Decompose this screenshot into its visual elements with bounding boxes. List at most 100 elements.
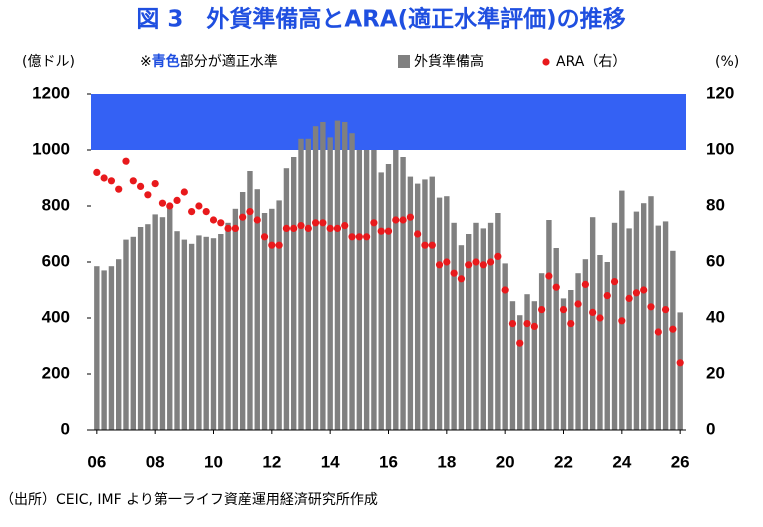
dot bbox=[151, 180, 159, 188]
bar bbox=[436, 197, 443, 430]
dot bbox=[610, 278, 619, 286]
bar bbox=[283, 168, 290, 430]
bar bbox=[466, 234, 472, 430]
bar bbox=[589, 217, 596, 430]
dot bbox=[399, 216, 407, 224]
dot bbox=[421, 241, 429, 249]
dot bbox=[209, 216, 218, 224]
bar bbox=[108, 266, 115, 430]
x-tick-label: 14 bbox=[321, 452, 340, 471]
dot bbox=[486, 258, 495, 266]
bar bbox=[641, 203, 647, 430]
bar bbox=[137, 227, 144, 430]
bar bbox=[130, 236, 136, 430]
dot bbox=[443, 258, 451, 266]
dot bbox=[326, 224, 334, 232]
bar bbox=[261, 213, 268, 430]
bar bbox=[451, 222, 457, 430]
dot bbox=[676, 359, 684, 367]
dot bbox=[311, 219, 320, 227]
note-suffix: 部分が適正水準 bbox=[180, 53, 278, 70]
x-tick-label: 22 bbox=[554, 452, 573, 471]
dot bbox=[669, 325, 677, 333]
bar bbox=[363, 150, 370, 430]
bar bbox=[174, 231, 180, 430]
note-highlight: 青色 bbox=[152, 53, 180, 70]
bar bbox=[458, 245, 465, 430]
dot bbox=[435, 261, 444, 269]
dot bbox=[574, 300, 582, 308]
dot bbox=[166, 202, 174, 210]
bar bbox=[378, 172, 384, 430]
bar bbox=[662, 221, 669, 430]
bar bbox=[94, 266, 100, 430]
bar bbox=[480, 228, 486, 430]
bar bbox=[385, 164, 392, 430]
bar bbox=[670, 250, 676, 430]
bar bbox=[531, 301, 538, 430]
bar bbox=[509, 301, 516, 430]
bar bbox=[239, 192, 246, 430]
y-tick-label: 800 bbox=[42, 195, 70, 214]
x-tick-label: 08 bbox=[146, 452, 165, 471]
dot bbox=[260, 233, 269, 241]
dot bbox=[654, 328, 662, 336]
source-note: （出所）CEIC, IMF より第一ライフ資産運用経済研究所作成 bbox=[0, 491, 378, 508]
dot bbox=[516, 339, 524, 347]
dot bbox=[538, 306, 546, 314]
dot bbox=[640, 286, 648, 294]
dot bbox=[246, 208, 254, 216]
y2-tick-label: 60 bbox=[706, 251, 725, 270]
x-tick-label: 20 bbox=[496, 452, 515, 471]
bar bbox=[327, 137, 333, 430]
dot bbox=[195, 202, 203, 210]
dot bbox=[290, 224, 298, 232]
bar bbox=[167, 206, 173, 430]
dot bbox=[253, 216, 261, 224]
dot bbox=[523, 320, 531, 328]
dot bbox=[428, 241, 436, 249]
bar bbox=[575, 273, 581, 430]
y-axis-label: (億ドル) bbox=[22, 54, 75, 70]
dot bbox=[136, 182, 145, 190]
dot bbox=[231, 224, 239, 232]
dot bbox=[319, 219, 327, 227]
legend-swatch bbox=[542, 58, 550, 66]
dot bbox=[122, 157, 130, 165]
bar bbox=[487, 222, 494, 430]
x-tick-label: 10 bbox=[204, 452, 223, 471]
bar bbox=[626, 228, 632, 430]
bar bbox=[611, 222, 618, 430]
bar bbox=[517, 315, 523, 430]
dot bbox=[406, 213, 414, 221]
y2-tick-label: 20 bbox=[706, 363, 725, 382]
bar bbox=[400, 157, 406, 430]
bar bbox=[218, 234, 224, 430]
bar bbox=[101, 270, 107, 430]
y-tick-label: 400 bbox=[42, 307, 70, 326]
dot bbox=[559, 306, 568, 314]
dot bbox=[268, 241, 276, 249]
dot bbox=[618, 317, 626, 325]
bar bbox=[655, 225, 661, 430]
bar bbox=[429, 176, 435, 430]
bar bbox=[502, 263, 508, 430]
dot bbox=[304, 224, 312, 232]
x-tick-label: 24 bbox=[612, 452, 631, 471]
bar bbox=[560, 298, 567, 430]
bar bbox=[349, 133, 355, 430]
dot bbox=[494, 252, 502, 260]
y2-tick-label: 120 bbox=[706, 83, 734, 102]
y-tick-label: 0 bbox=[61, 419, 70, 438]
dot bbox=[282, 224, 291, 232]
dot bbox=[596, 314, 604, 322]
dot bbox=[450, 269, 458, 277]
y2-tick-label: 40 bbox=[706, 307, 725, 326]
bar bbox=[298, 138, 304, 431]
bar bbox=[473, 222, 479, 430]
bar bbox=[123, 239, 129, 430]
dot bbox=[384, 227, 393, 235]
dot bbox=[479, 261, 487, 269]
dot bbox=[625, 294, 633, 302]
bar bbox=[203, 236, 209, 430]
